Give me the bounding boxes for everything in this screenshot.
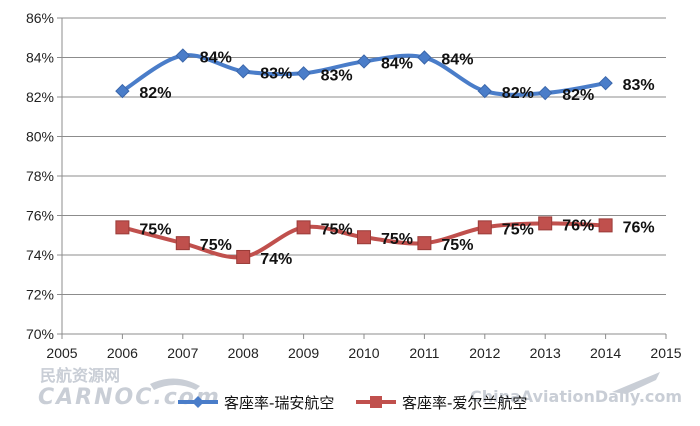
data-label: 75% <box>502 221 534 238</box>
data-point-square <box>598 218 613 233</box>
data-point-square <box>477 220 492 235</box>
x-tick-label: 2009 <box>288 345 319 361</box>
data-point-diamond <box>356 54 372 69</box>
x-tick-label: 2007 <box>167 345 198 361</box>
data-point-diamond <box>115 83 130 99</box>
data-point-diamond <box>537 85 553 101</box>
data-point-square <box>357 230 371 245</box>
data-point-diamond <box>175 48 191 63</box>
data-point-square <box>236 249 251 264</box>
data-label: 83% <box>260 65 292 82</box>
x-axis-ticks: 2005 2006 2007 2008 2009 2010 2011 2012 2013 2014… <box>46 334 682 361</box>
data-label: 84% <box>381 55 413 72</box>
x-tick-label: 2010 <box>348 345 379 361</box>
data-label: 84% <box>200 50 232 67</box>
watermark: 民航资源网 CARNOC.com ChinaAviationDaily.com <box>38 366 682 410</box>
y-tick-label: 84% <box>26 50 54 66</box>
data-label: 76% <box>562 217 594 234</box>
data-labels: 82% 84% 83% 83% 84% 84% 82% 82% 83% 75% 75% 74% 75% 7… <box>139 50 654 268</box>
y-tick-label: 80% <box>26 129 54 145</box>
data-label: 82% <box>502 85 534 102</box>
y-tick-label: 74% <box>26 247 54 263</box>
y-tick-label: 72% <box>26 287 54 303</box>
data-label: 75% <box>441 237 473 254</box>
x-tick-label: 2008 <box>228 345 259 361</box>
y-tick-label: 86% <box>26 10 54 26</box>
data-label: 75% <box>321 221 353 238</box>
legend-label-2: 客座率-爱尔兰航空 <box>402 394 527 412</box>
data-label: 84% <box>441 52 473 69</box>
x-tick-label: 2005 <box>46 345 77 361</box>
plane-icon <box>150 378 200 390</box>
x-tick-label: 2015 <box>650 345 681 361</box>
x-tick-label: 2012 <box>469 345 500 361</box>
data-label: 75% <box>381 231 413 248</box>
legend: 客座率-瑞安航空 客座率-爱尔兰航空 <box>178 394 527 412</box>
data-point-diamond <box>598 75 613 91</box>
data-label: 75% <box>139 221 171 238</box>
data-point-diamond <box>235 64 251 79</box>
series-group <box>115 48 613 264</box>
plane-icon-right <box>612 372 660 394</box>
gridlines <box>62 17 666 335</box>
x-tick-label: 2011 <box>409 345 439 361</box>
watermark-cn: 民航资源网 <box>40 366 120 385</box>
watermark-en: CARNOC.com <box>38 385 221 410</box>
data-point-square <box>417 236 432 251</box>
x-tick-label: 2013 <box>530 345 561 361</box>
data-label: 83% <box>623 77 655 94</box>
data-label: 82% <box>139 85 171 102</box>
legend-label-1: 客座率-瑞安航空 <box>224 394 334 412</box>
x-tick-label: 2014 <box>590 345 621 361</box>
y-axis-ticks: 70% 72% 74% 76% 78% 80% 82% 84% 86% <box>26 10 62 342</box>
data-point-diamond <box>417 50 432 65</box>
y-tick-label: 70% <box>26 326 54 342</box>
data-label: 74% <box>260 251 292 268</box>
data-label: 75% <box>200 237 232 254</box>
data-point-square <box>175 236 190 251</box>
data-point-diamond <box>477 83 493 99</box>
x-tick-label: 2006 <box>107 345 138 361</box>
data-label: 83% <box>321 67 353 84</box>
data-point-diamond <box>296 66 311 81</box>
data-label: 82% <box>562 87 594 104</box>
data-point-square <box>538 216 553 231</box>
data-point-square <box>296 220 311 235</box>
legend-marker-diamond <box>192 396 204 408</box>
y-tick-label: 76% <box>26 208 54 224</box>
data-label: 76% <box>623 219 655 236</box>
y-tick-label: 82% <box>26 89 54 105</box>
legend-marker-square <box>370 396 382 408</box>
y-tick-label: 78% <box>26 168 54 184</box>
data-point-square <box>115 220 130 235</box>
